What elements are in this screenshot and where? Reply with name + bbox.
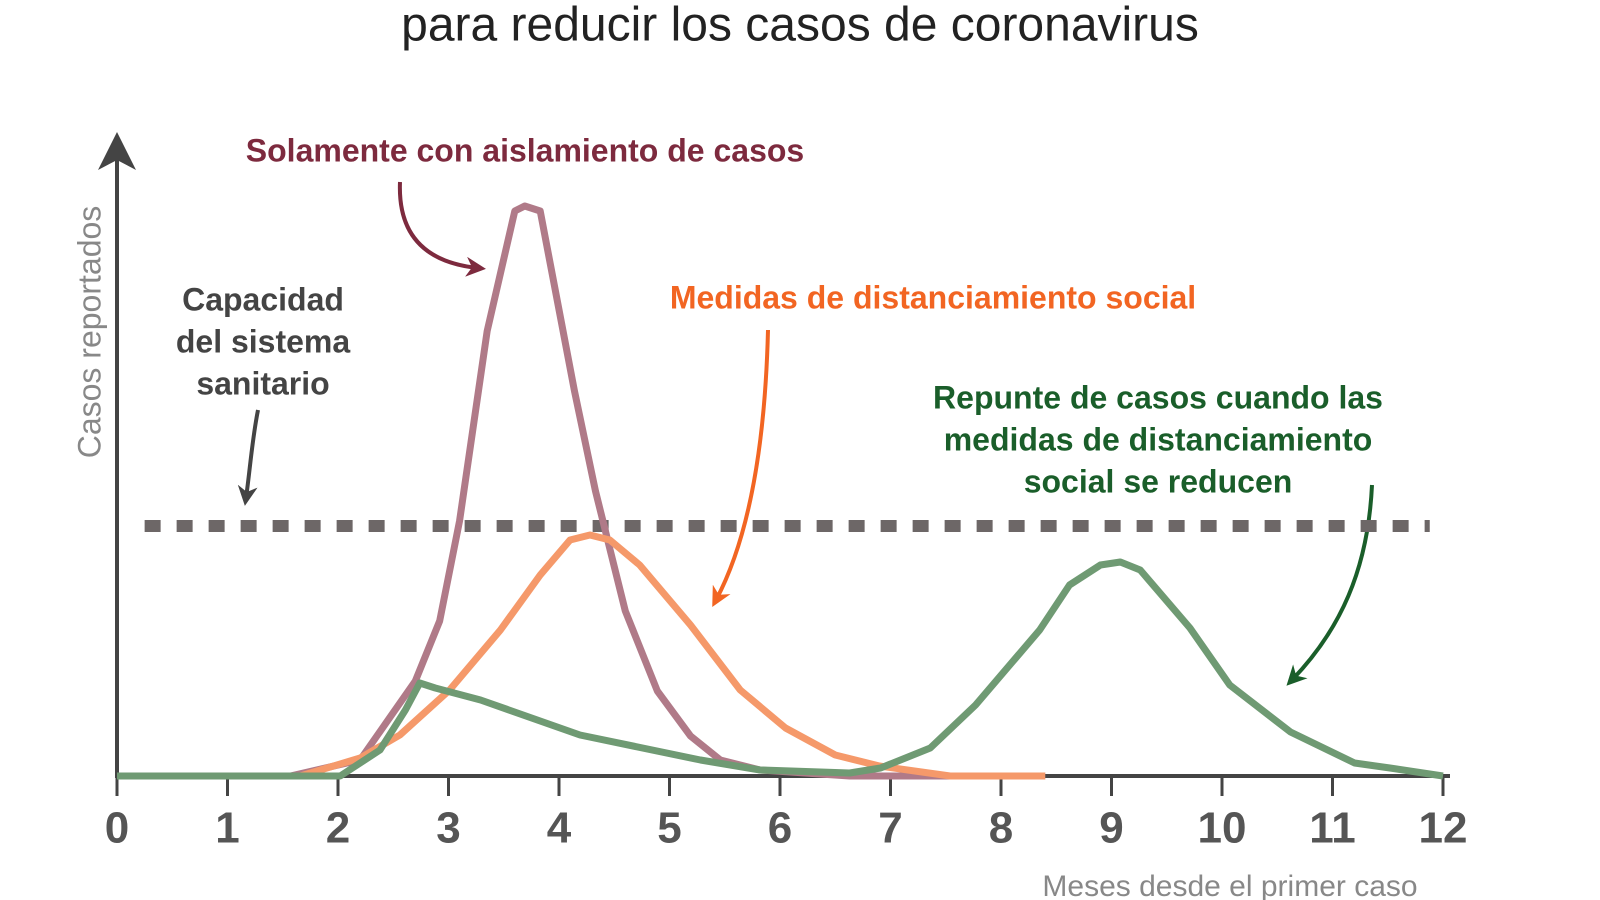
x-tick-label: 7 bbox=[878, 804, 902, 853]
x-tick-label: 3 bbox=[436, 804, 460, 853]
chart-title: para reducir los casos de coronavirus bbox=[401, 0, 1199, 52]
x-tick-label: 4 bbox=[547, 804, 572, 853]
x-tick-label: 5 bbox=[657, 804, 681, 853]
x-tick-label: 8 bbox=[989, 804, 1013, 853]
x-tick-label: 2 bbox=[326, 804, 350, 853]
arrow bbox=[712, 329, 770, 608]
x-tick-label: 10 bbox=[1198, 804, 1247, 853]
series-label: Medidas de distanciamiento social bbox=[670, 279, 1196, 315]
y-axis-label: Casos reportados bbox=[71, 206, 107, 459]
y-axis-arrow bbox=[98, 132, 136, 170]
x-tick-label: 9 bbox=[1099, 804, 1123, 853]
x-tick-label: 1 bbox=[215, 804, 239, 853]
arrow bbox=[237, 409, 260, 506]
x-tick-label: 12 bbox=[1419, 804, 1468, 853]
arrow bbox=[1286, 484, 1374, 686]
series-line bbox=[117, 558, 1444, 780]
capacity-label: sanitario bbox=[196, 365, 329, 401]
capacity-label: Capacidad bbox=[182, 281, 344, 317]
x-tick-label: 0 bbox=[105, 804, 129, 853]
capacity-label: del sistema bbox=[176, 323, 351, 359]
x-tick-label: 11 bbox=[1309, 804, 1356, 853]
arrow bbox=[397, 181, 486, 277]
x-tick-label: 6 bbox=[768, 804, 792, 853]
series-line bbox=[117, 531, 1046, 780]
series-label: Solamente con aislamiento de casos bbox=[246, 132, 804, 168]
series-label: Repunte de casos cuando las bbox=[933, 379, 1383, 415]
series-label: social se reducen bbox=[1024, 463, 1293, 499]
x-axis-label: Meses desde el primer caso bbox=[1042, 870, 1417, 900]
series-label: medidas de distanciamiento bbox=[944, 421, 1373, 457]
